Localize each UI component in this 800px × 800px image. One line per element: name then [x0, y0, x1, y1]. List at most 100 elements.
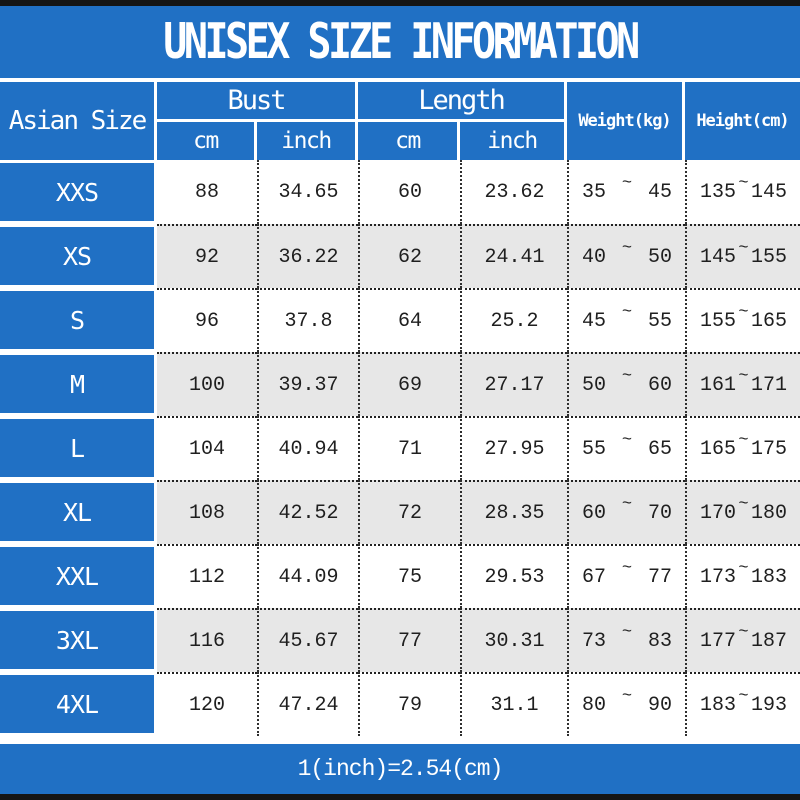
bust-inch-cell: 39.37	[257, 352, 358, 416]
weight-range-cell: 60 ~ 70	[567, 480, 685, 544]
height-range-cell: 145 ~ 155	[685, 224, 800, 288]
weight-high: 55	[647, 309, 672, 333]
size-label: XL	[0, 483, 154, 541]
tilde-icon: ~	[621, 238, 633, 258]
weight-high: 83	[647, 629, 672, 653]
conversion-note: 1(inch)=2.54(cm)	[297, 756, 504, 782]
size-label: M	[0, 355, 154, 413]
bust-inch-cell: 40.94	[257, 416, 358, 480]
table-body: XXS 88 34.65 60 23.62 35 ~ 45 135 ~ 145 …	[0, 160, 800, 736]
weight-range-cell: 50 ~ 60	[567, 352, 685, 416]
header-asian-size: Asian Size	[0, 82, 157, 160]
header-bust-cm: cm	[157, 122, 257, 160]
page-title: UNISEX SIZE INFORMATION	[163, 13, 640, 71]
weight-range-cell: 40 ~ 50	[567, 224, 685, 288]
tilde-icon: ~	[738, 686, 749, 706]
length-cm-cell: 79	[358, 672, 460, 736]
height-high: 145	[750, 180, 787, 204]
height-low: 173	[700, 565, 737, 589]
weight-low: 80	[582, 693, 607, 717]
length-cm-cell: 62	[358, 224, 460, 288]
weight-range-cell: 55 ~ 65	[567, 416, 685, 480]
height-range-cell: 173 ~ 183	[685, 544, 800, 608]
tilde-icon: ~	[621, 494, 633, 514]
tilde-icon: ~	[738, 366, 749, 386]
bust-inch-cell: 36.22	[257, 224, 358, 288]
bust-cm-cell: 96	[157, 288, 257, 352]
size-label: XXL	[0, 547, 154, 605]
height-range-cell: 177 ~ 187	[685, 608, 800, 672]
height-low: 161	[700, 373, 737, 397]
table-row: 4XL 120 47.24 79 31.1 80 ~ 90 183 ~ 193	[0, 672, 800, 736]
bust-inch-cell: 34.65	[257, 160, 358, 224]
title-bar: UNISEX SIZE INFORMATION	[0, 6, 800, 78]
size-label: 4XL	[0, 675, 154, 733]
weight-high: 45	[647, 180, 672, 204]
tilde-icon: ~	[738, 622, 749, 642]
size-label: S	[0, 291, 154, 349]
height-high: 187	[750, 629, 787, 653]
size-cell: XS	[0, 224, 157, 288]
tilde-icon: ~	[738, 173, 749, 193]
bust-cm-cell: 88	[157, 160, 257, 224]
weight-range-cell: 45 ~ 55	[567, 288, 685, 352]
size-cell: XXL	[0, 544, 157, 608]
size-label: L	[0, 419, 154, 477]
height-high: 193	[750, 693, 787, 717]
height-low: 170	[700, 501, 737, 525]
length-cm-cell: 77	[358, 608, 460, 672]
bust-inch-cell: 47.24	[257, 672, 358, 736]
bust-cm-cell: 120	[157, 672, 257, 736]
weight-range-cell: 35 ~ 45	[567, 160, 685, 224]
table-row: XL 108 42.52 72 28.35 60 ~ 70 170 ~ 180	[0, 480, 800, 544]
header-height: Height(cm)	[685, 82, 800, 160]
tilde-icon: ~	[738, 302, 749, 322]
bust-inch-cell: 45.67	[257, 608, 358, 672]
bust-cm-cell: 108	[157, 480, 257, 544]
length-cm-cell: 60	[358, 160, 460, 224]
weight-low: 55	[582, 437, 607, 461]
tilde-icon: ~	[621, 686, 633, 706]
height-low: 177	[700, 629, 737, 653]
height-low: 135	[700, 180, 737, 204]
top-black-bar	[0, 0, 800, 6]
tilde-icon: ~	[621, 302, 633, 322]
header-length-cm: cm	[358, 122, 460, 160]
bust-cm-cell: 104	[157, 416, 257, 480]
length-cm-cell: 64	[358, 288, 460, 352]
tilde-icon: ~	[621, 558, 633, 578]
length-inch-cell: 24.41	[460, 224, 567, 288]
bust-cm-cell: 116	[157, 608, 257, 672]
weight-low: 60	[582, 501, 607, 525]
height-low: 183	[700, 693, 737, 717]
tilde-icon: ~	[738, 494, 749, 514]
length-inch-cell: 23.62	[460, 160, 567, 224]
bust-cm-cell: 100	[157, 352, 257, 416]
size-cell: XL	[0, 480, 157, 544]
length-cm-cell: 75	[358, 544, 460, 608]
weight-high: 77	[647, 565, 672, 589]
bust-cm-cell: 112	[157, 544, 257, 608]
length-inch-cell: 27.17	[460, 352, 567, 416]
length-cm-cell: 72	[358, 480, 460, 544]
height-range-cell: 165 ~ 175	[685, 416, 800, 480]
height-low: 155	[700, 309, 737, 333]
header-length-inch: inch	[460, 122, 567, 160]
size-cell: M	[0, 352, 157, 416]
height-high: 183	[750, 565, 787, 589]
tilde-icon: ~	[621, 430, 633, 450]
tilde-icon: ~	[621, 173, 633, 193]
height-high: 180	[750, 501, 787, 525]
weight-low: 67	[582, 565, 607, 589]
footer-bar: 1(inch)=2.54(cm)	[0, 744, 800, 794]
weight-low: 45	[582, 309, 607, 333]
weight-high: 60	[647, 373, 672, 397]
height-range-cell: 170 ~ 180	[685, 480, 800, 544]
size-label: 3XL	[0, 611, 154, 669]
table-row: 3XL 116 45.67 77 30.31 73 ~ 83 177 ~ 187	[0, 608, 800, 672]
weight-high: 90	[647, 693, 672, 717]
table-header: Asian Size Bust Length Weight(kg) Height…	[0, 82, 800, 160]
length-inch-cell: 29.53	[460, 544, 567, 608]
weight-low: 73	[582, 629, 607, 653]
